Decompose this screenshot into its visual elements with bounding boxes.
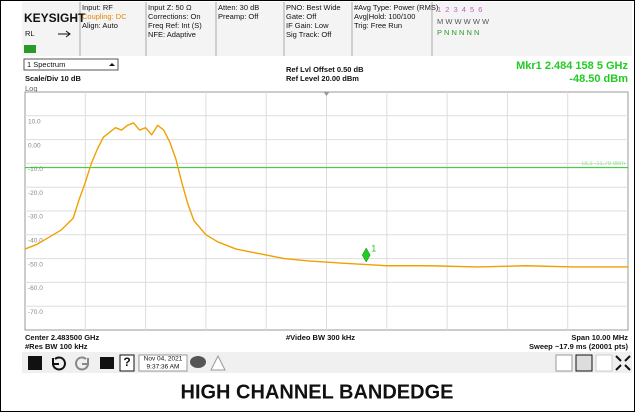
- atten: Atten: 30 dB: [218, 3, 259, 12]
- marker-label: 1: [371, 243, 376, 253]
- pno: PNO: Best Wide: [286, 3, 341, 12]
- file-button[interactable]: [100, 357, 114, 369]
- y-tick-label: -50.0: [28, 261, 43, 268]
- window-name: 1 Spectrum: [27, 60, 65, 69]
- arrow-icon: [58, 30, 71, 38]
- y-tick-label: 10.0: [28, 119, 41, 126]
- span: Span 10.00 MHz: [571, 333, 628, 342]
- sig-track: Sig Track: Off: [286, 30, 332, 39]
- if-gain: IF Gain: Low: [286, 21, 329, 30]
- dropdown-arrow: [109, 63, 115, 66]
- help-icon: ?: [123, 355, 130, 369]
- help-button[interactable]: [119, 354, 135, 372]
- y-tick-label: -40.0: [28, 238, 43, 245]
- align: Align: Auto: [82, 21, 118, 30]
- trace: [24, 122, 628, 268]
- marker-amp: -48.50 dBm: [569, 73, 628, 85]
- avg-type: #Avg Type: Power (RMS): [354, 3, 439, 12]
- nfe: NFE: Adaptive: [148, 30, 196, 39]
- plot: 10.0 0.00 -10.0 -20.0 -30.0 -40.0 -50.0 -60.0 -7…: [24, 91, 629, 331]
- display-line-label: DL1 -11.79 dBm: [582, 161, 625, 167]
- y-tick-label: -60.0: [28, 285, 43, 292]
- center: Center 2.483500 GHz: [25, 333, 99, 342]
- clock: [138, 354, 188, 372]
- lxi-icon: [24, 45, 36, 53]
- trig: Trig: Free Run: [354, 21, 402, 30]
- y-tick-label: -20.0: [28, 190, 43, 197]
- layout-button[interactable]: [595, 354, 613, 372]
- preamp: Preamp: Off: [218, 12, 259, 21]
- trace-detectors: P N N N N N: [437, 28, 479, 37]
- ref-offset: Ref Lvl Offset 0.50 dB: [286, 65, 364, 74]
- rbw: #Res BW 100 kHz: [25, 342, 88, 351]
- fullscreen-button[interactable]: [615, 355, 631, 371]
- undo-button[interactable]: [52, 356, 66, 371]
- coupling: Coupling: DC: [82, 12, 127, 21]
- marker: [361, 247, 371, 263]
- vbw: #Video BW 300 kHz: [286, 333, 355, 342]
- touch-button[interactable]: [575, 354, 593, 372]
- gate: Gate: Off: [286, 12, 317, 21]
- header-bar: [22, 2, 632, 56]
- y-tick-label: -10.0: [28, 166, 43, 173]
- rl: RL: [25, 29, 35, 38]
- y-tick-label: -30.0: [28, 214, 43, 221]
- trace-numbers: 1 2 3 4 5 6: [437, 5, 483, 14]
- scale: Scale/Div 10 dB: [25, 74, 81, 83]
- redo-button[interactable]: [75, 356, 89, 371]
- y-tick-label: -70.0: [28, 309, 43, 316]
- ref-level: Ref Level 20.00 dBm: [286, 74, 359, 83]
- grid-button[interactable]: [555, 354, 573, 372]
- warning-icon[interactable]: [210, 354, 226, 371]
- windows-button[interactable]: [28, 356, 42, 370]
- input: Input: RF: [82, 3, 113, 12]
- brand: KEYSIGHT: [24, 11, 86, 25]
- date: Nov 04, 2021: [144, 356, 183, 363]
- avg-hold: Avg|Hold: 100/100: [354, 12, 415, 21]
- input-z: Input Z: 50 Ω: [148, 3, 192, 12]
- y-tick-label: 0.00: [28, 142, 41, 149]
- corrections: Corrections: On: [148, 12, 201, 21]
- chat-icon[interactable]: [190, 356, 206, 368]
- ref-level-tick: [323, 92, 330, 96]
- time: 9:37:36 AM: [147, 364, 180, 371]
- trace-modes: M W W W W W: [437, 17, 490, 26]
- caption: HIGH CHANNEL BANDEDGE: [181, 381, 454, 403]
- freq-ref: Freq Ref: Int (S): [148, 21, 202, 30]
- window-dropdown[interactable]: [23, 58, 119, 71]
- sweep: Sweep ~17.9 ms (20001 pts): [529, 342, 629, 351]
- log: Log: [25, 84, 38, 93]
- marker-freq: Mkr1 2.484 158 5 GHz: [516, 60, 628, 72]
